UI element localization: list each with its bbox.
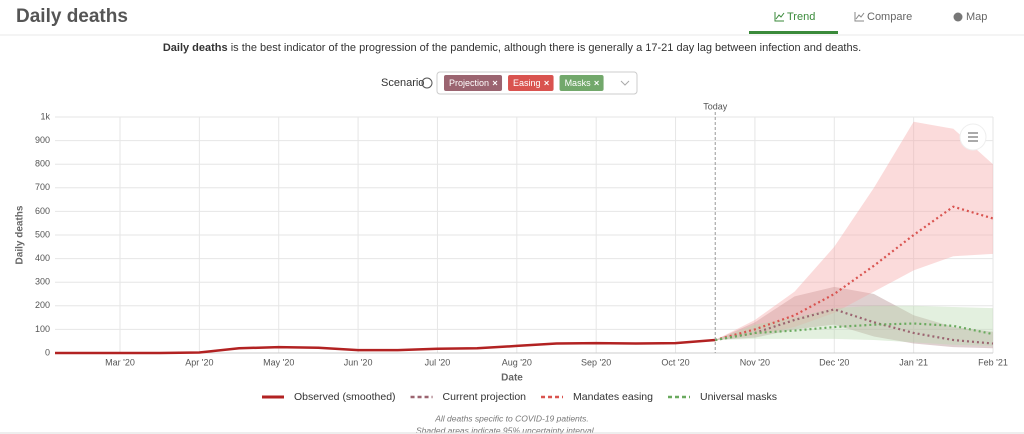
legend-item[interactable]: Mandates easing — [541, 391, 653, 403]
page-title: Daily deaths — [16, 6, 128, 27]
tab[interactable]: Map — [953, 11, 988, 23]
tab-icon — [854, 12, 865, 22]
y-tick-label: 500 — [35, 229, 50, 239]
chip[interactable]: Projection — [444, 75, 503, 91]
chip-remove — [492, 80, 498, 86]
tab-icon — [953, 12, 963, 22]
y-tick-label: 700 — [35, 182, 50, 192]
info-icon — [421, 77, 433, 89]
x-tick-label: Nov '20 — [740, 357, 770, 367]
x-tick-label: Jul '20 — [425, 357, 451, 367]
chip[interactable]: Easing — [508, 75, 554, 91]
tab-label: Compare — [867, 11, 912, 23]
y-tick-label: 100 — [35, 324, 50, 334]
x-tick-label: Jun '20 — [344, 357, 373, 367]
y-tick-label: 0 — [45, 347, 50, 357]
description: Daily deaths is the best indicator of th… — [163, 42, 861, 54]
legend-label: Universal masks — [700, 391, 777, 403]
y-tick-label: 800 — [35, 159, 50, 169]
chip-label: Easing — [513, 78, 541, 88]
chip-label: Projection — [449, 78, 489, 88]
legend-label: Mandates easing — [573, 391, 653, 403]
legend-label: Current projection — [443, 391, 527, 403]
chip-background — [444, 75, 503, 91]
x-axis-label: Date — [501, 373, 523, 384]
chip-remove — [544, 80, 549, 86]
y-tick-label: 400 — [35, 253, 50, 263]
series-line — [55, 338, 716, 355]
dropdown-arrow — [620, 80, 630, 86]
x-tick-label: Dec '20 — [819, 357, 849, 367]
x-tick-label: Mar '20 — [105, 357, 135, 367]
settings-button[interactable] — [959, 123, 987, 151]
footnote: All deaths specific to COVID-19 patients… — [434, 413, 589, 423]
tab-icon — [774, 12, 785, 22]
tab-label: Trend — [787, 11, 815, 23]
x-tick-label: Jan '21 — [899, 357, 928, 367]
legend-label: Observed (smoothed) — [294, 391, 396, 403]
legend-item[interactable]: Observed (smoothed) — [262, 391, 396, 403]
scenario-label: Scenario — [381, 77, 424, 89]
x-tick-label: Feb '21 — [978, 357, 1008, 367]
tab[interactable]: Trend — [749, 11, 838, 34]
description-text: is the best indicator of the progression… — [228, 42, 862, 54]
tab-underline — [749, 31, 838, 34]
legend-item[interactable]: Current projection — [410, 391, 527, 403]
chip[interactable]: Masks — [559, 75, 604, 91]
chip-background — [508, 75, 554, 91]
y-axis-label: Daily deaths — [15, 205, 26, 264]
description-bold: Daily deaths — [163, 42, 228, 54]
today-label: Today — [703, 101, 728, 111]
x-tick-label: May '20 — [263, 357, 294, 367]
chip-label: Masks — [565, 78, 592, 88]
footnote: Shaded areas indicate 95% uncertainty in… — [416, 425, 596, 434]
y-tick-label: 900 — [35, 135, 50, 145]
uncertainty-band — [715, 305, 993, 346]
y-tick-label: 1k — [40, 111, 50, 121]
x-tick-label: Apr '20 — [185, 357, 213, 367]
tab-label: Map — [966, 11, 987, 23]
uncertainty-band — [715, 286, 993, 349]
y-tick-label: 600 — [35, 206, 50, 216]
chip-background — [559, 75, 604, 91]
x-tick-label: Oct '20 — [661, 357, 689, 367]
tab[interactable]: Compare — [854, 11, 912, 23]
plot-area — [55, 121, 994, 355]
legend: Observed (smoothed) Current projection Man… — [262, 391, 777, 403]
settings-icon — [968, 132, 978, 142]
x-tick-label: Sep '20 — [581, 357, 611, 367]
x-tick-label: Aug '20 — [502, 357, 532, 367]
y-tick-label: 300 — [35, 277, 50, 287]
legend-item[interactable]: Universal masks — [668, 391, 777, 403]
uncertainty-band — [715, 121, 993, 341]
y-tick-label: 200 — [35, 300, 50, 310]
chip-remove — [594, 80, 599, 86]
series-line — [715, 322, 994, 342]
